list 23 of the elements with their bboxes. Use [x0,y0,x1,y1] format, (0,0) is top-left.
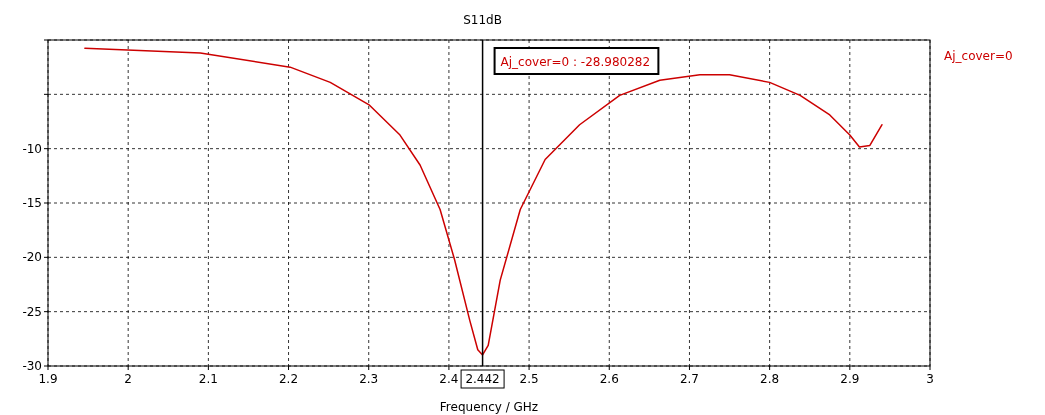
y-tick-label: -30 [22,359,42,373]
x-axis-title: Frequency / GHz [439,400,539,414]
ref-line-label: 2.442 [465,372,500,386]
chart-title: S11dB [463,13,502,27]
x-tick-label: 2.9 [840,372,860,386]
text: Aj_cover=0 [944,49,1013,63]
y-tick-label: -10 [22,141,42,156]
x-tick-label: 2.3 [359,372,379,386]
x-tick-label: 2.6 [599,372,619,386]
x-tick-label: 3 [926,372,934,386]
y-tick-label: -15 [22,196,42,210]
x-tick-label: 2.5 [519,372,539,386]
line-series [84,47,883,356]
x-tick-label: 2.8 [760,372,780,386]
x-tick-label: 2.4 [439,372,459,386]
x-tick-label: 2 [124,372,132,386]
x-tick-label: 2.1 [198,372,218,386]
x-tick-label: 2.2 [279,372,299,386]
y-tick-label: -25 [22,304,42,319]
x-tick-label: 1.9 [38,372,58,386]
annotation: Aj_cover=0 : -28.980282 [500,55,651,69]
y-tick-label: -20 [22,250,42,265]
x-tick-label: 2.7 [679,372,699,386]
